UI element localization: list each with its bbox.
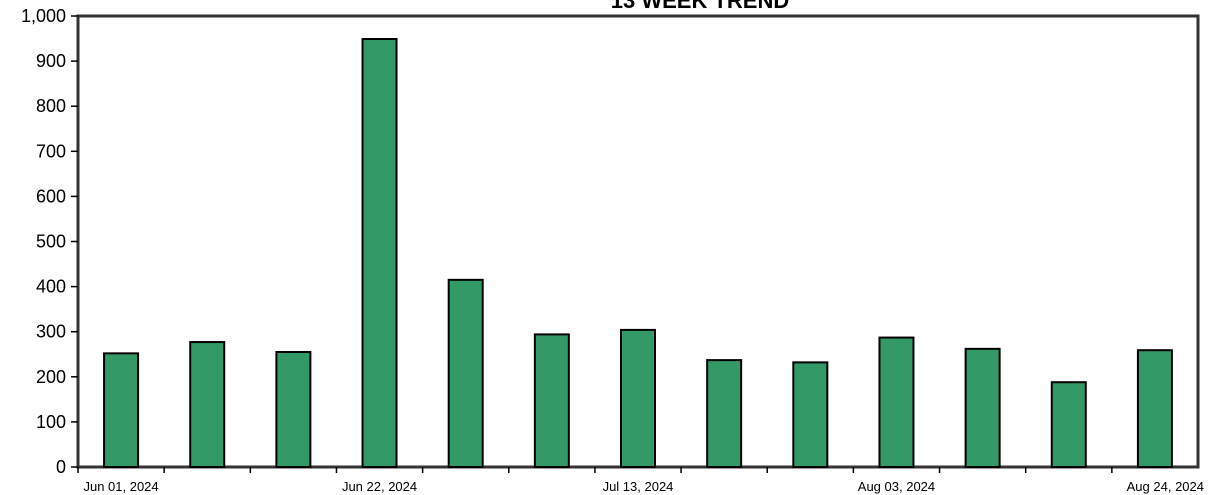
bar <box>620 328 656 468</box>
bar <box>706 359 743 469</box>
bar <box>189 341 226 468</box>
y-tick-label: 800 <box>36 96 66 116</box>
y-tick-label: 100 <box>36 412 66 432</box>
x-axis: Jun 01, 2024 Jun 22, 2024 Jul 13, 2024 Aug … <box>77 467 1204 494</box>
bar <box>792 361 829 469</box>
y-tick-label: 700 <box>36 141 66 161</box>
x-tick-label: Jun 22, 2024 <box>342 479 417 494</box>
chart-title: 13 WEEK TREND <box>611 0 789 13</box>
y-tick-label: 300 <box>36 322 66 342</box>
bar <box>964 347 1001 469</box>
y-tick-label: 400 <box>36 277 66 297</box>
y-tick-label: 900 <box>36 51 66 71</box>
y-axis: 0 100 200 300 400 500 600 700 800 900 1,000 <box>21 6 78 477</box>
bar <box>447 278 484 468</box>
y-tick-label: 0 <box>56 457 66 477</box>
x-tick-label: Aug 24, 2024 <box>1127 479 1204 494</box>
y-tick-label: 1,000 <box>21 6 66 26</box>
bar <box>1136 349 1173 469</box>
x-tick-label: Jun 01, 2024 <box>83 479 158 494</box>
bar <box>275 350 312 468</box>
x-tick-label: Aug 03, 2024 <box>858 479 935 494</box>
x-tick-label: Jul 13, 2024 <box>603 479 674 494</box>
y-tick-label: 200 <box>36 367 66 387</box>
bar <box>1050 381 1087 469</box>
bars-group <box>103 38 1173 469</box>
bar <box>878 336 915 468</box>
y-tick-label: 600 <box>36 186 66 206</box>
bar <box>361 38 398 468</box>
bar <box>103 352 140 468</box>
y-tick-label: 500 <box>36 232 66 252</box>
bar <box>533 333 570 468</box>
